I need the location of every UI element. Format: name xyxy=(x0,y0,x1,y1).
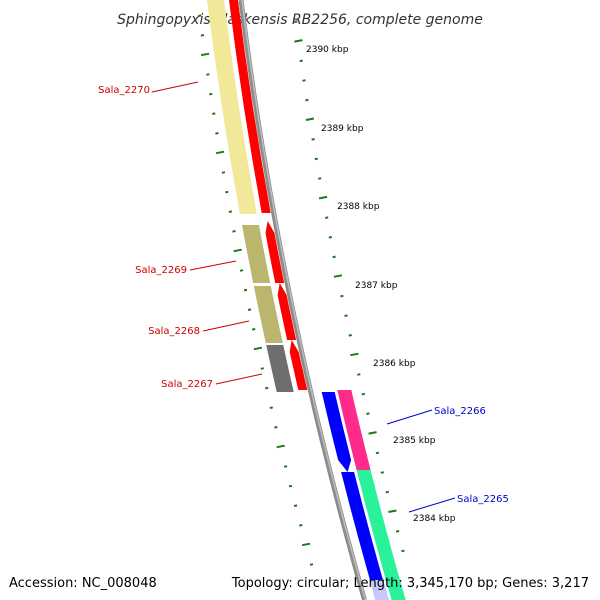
outer-scale-dash xyxy=(294,20,298,23)
outer-scale-dash xyxy=(375,451,380,455)
inner-scale-dash xyxy=(265,386,269,390)
cds-next-gene xyxy=(369,580,389,600)
outer-scale-dash xyxy=(314,157,318,161)
outer-scale-dash xyxy=(302,79,306,82)
outer-scale-dash xyxy=(385,490,389,494)
genome-features xyxy=(198,0,406,600)
inner-scale-dash xyxy=(239,269,244,272)
tick-label-2386: 2386 kbp xyxy=(373,359,416,369)
inner-scale-dash xyxy=(215,132,219,135)
outer-scale-dash xyxy=(366,412,370,415)
inner-scale-dash xyxy=(288,484,293,488)
cog-sala-2267 xyxy=(266,345,294,392)
inner-scale-dash xyxy=(198,14,202,17)
outer-scale-dash xyxy=(305,117,315,121)
leader-line-sala-2267 xyxy=(215,373,263,385)
cds-sala-2269 xyxy=(265,221,285,283)
cog-sala-2265 xyxy=(356,470,406,600)
backbone-highlight xyxy=(241,0,367,600)
inner-scale-dash xyxy=(228,210,233,213)
tick-label-2387: 2387 kbp xyxy=(355,281,398,291)
tick-label-2384: 2384 kbp xyxy=(413,514,456,524)
inner-scale-dash xyxy=(206,73,210,76)
inner-scale-dash xyxy=(269,406,273,409)
inner-scale-dash xyxy=(225,190,229,194)
genome-info-text: Topology: circular; Length: 3,345,170 bp… xyxy=(231,576,589,591)
cds-sala-2265 xyxy=(341,472,389,600)
outer-scale-dash xyxy=(325,216,329,219)
inner-scale-dash xyxy=(247,308,252,311)
gene-labels: Sala_2270 Sala_2269 Sala_2268 Sala_2267 … xyxy=(98,85,509,505)
inner-scale-dash xyxy=(232,230,236,233)
leader-line-sala-2268 xyxy=(202,320,250,332)
inner-scale-dash xyxy=(200,52,210,57)
gene-leader-lines xyxy=(151,81,456,513)
gene-label-sala-2265: Sala_2265 xyxy=(457,494,509,505)
outer-scale-dash xyxy=(348,334,352,337)
cds-sala-2266 xyxy=(321,392,352,472)
outer-scale-dash xyxy=(333,274,343,278)
outer-scale-dash xyxy=(311,138,315,141)
inner-scale-dash xyxy=(274,426,278,429)
gene-label-sala-2268: Sala_2268 xyxy=(148,326,200,337)
inner-scale-dash xyxy=(309,563,314,566)
outer-scale-dash xyxy=(401,549,405,553)
inner-scale-dash xyxy=(200,34,205,37)
inner-scale-dash xyxy=(253,346,263,351)
outer-scale-dash xyxy=(361,392,365,396)
leader-line-sala-2269 xyxy=(189,260,237,271)
outer-scale-dash xyxy=(344,314,348,317)
inner-scale-dash xyxy=(276,444,285,449)
inner-scale-dash xyxy=(299,524,303,527)
inner-scale-dash xyxy=(301,542,311,547)
accession-text: Accession: NC_008048 xyxy=(9,576,157,591)
cds-sala-2270 xyxy=(229,0,271,213)
inner-scale-dash xyxy=(283,465,288,468)
outer-scale-dash xyxy=(368,431,377,435)
leader-line-sala-2266 xyxy=(386,409,433,425)
cds-sala-2267 xyxy=(289,340,308,390)
outer-scale-dash xyxy=(350,352,359,357)
scale-labels: 2390 kbp 2389 kbp 2388 kbp 2387 kbp 2386… xyxy=(306,45,456,524)
cog-sala-2270 xyxy=(207,0,257,214)
cog-sala-2266 xyxy=(337,390,371,470)
tick-label-2388: 2388 kbp xyxy=(337,202,380,212)
inner-scale-dash xyxy=(221,171,226,174)
inner-scale-dash xyxy=(233,248,242,253)
inner-scale-dash xyxy=(243,288,248,292)
outer-scale-dash xyxy=(380,471,384,474)
outer-scale-dash xyxy=(388,509,397,513)
outer-scale-dash xyxy=(305,98,309,102)
inner-scale-dash xyxy=(293,504,298,507)
outer-scale-dash xyxy=(318,195,328,200)
outer-scale-dash xyxy=(395,530,400,533)
tick-label-2385: 2385 kbp xyxy=(393,436,436,446)
inner-scale-dash xyxy=(212,112,216,115)
gene-label-sala-2270: Sala_2270 xyxy=(98,85,150,96)
outer-scale-dash xyxy=(340,294,344,298)
cog-sala-2269 xyxy=(242,225,271,283)
tick-label-2389: 2389 kbp xyxy=(321,124,364,134)
backbone-line xyxy=(238,0,368,600)
leader-line-sala-2270 xyxy=(151,81,199,93)
outer-scale-dash xyxy=(332,255,336,259)
outer-scale-dash xyxy=(357,373,361,376)
inner-scale-dash xyxy=(260,367,264,370)
outer-scale-dash xyxy=(318,177,322,180)
leader-line-sala-2265 xyxy=(408,497,456,513)
map-title: Sphingopyxis alaskensis RB2256, complete… xyxy=(117,12,483,28)
outer-scale-dash xyxy=(328,236,332,239)
gene-label-sala-2269: Sala_2269 xyxy=(135,265,187,276)
cds-sala-2268 xyxy=(277,283,297,340)
outer-scale-dash xyxy=(294,39,303,43)
inner-scale-dash xyxy=(252,328,256,331)
outer-scale-dash xyxy=(299,59,303,63)
cog-sala-2268 xyxy=(253,286,283,343)
gene-label-sala-2267: Sala_2267 xyxy=(161,379,213,390)
inner-scale-dash xyxy=(215,150,225,155)
gene-label-sala-2266: Sala_2266 xyxy=(434,406,486,417)
tick-label-2390: 2390 kbp xyxy=(306,45,349,55)
inner-scale-dash xyxy=(209,92,213,96)
